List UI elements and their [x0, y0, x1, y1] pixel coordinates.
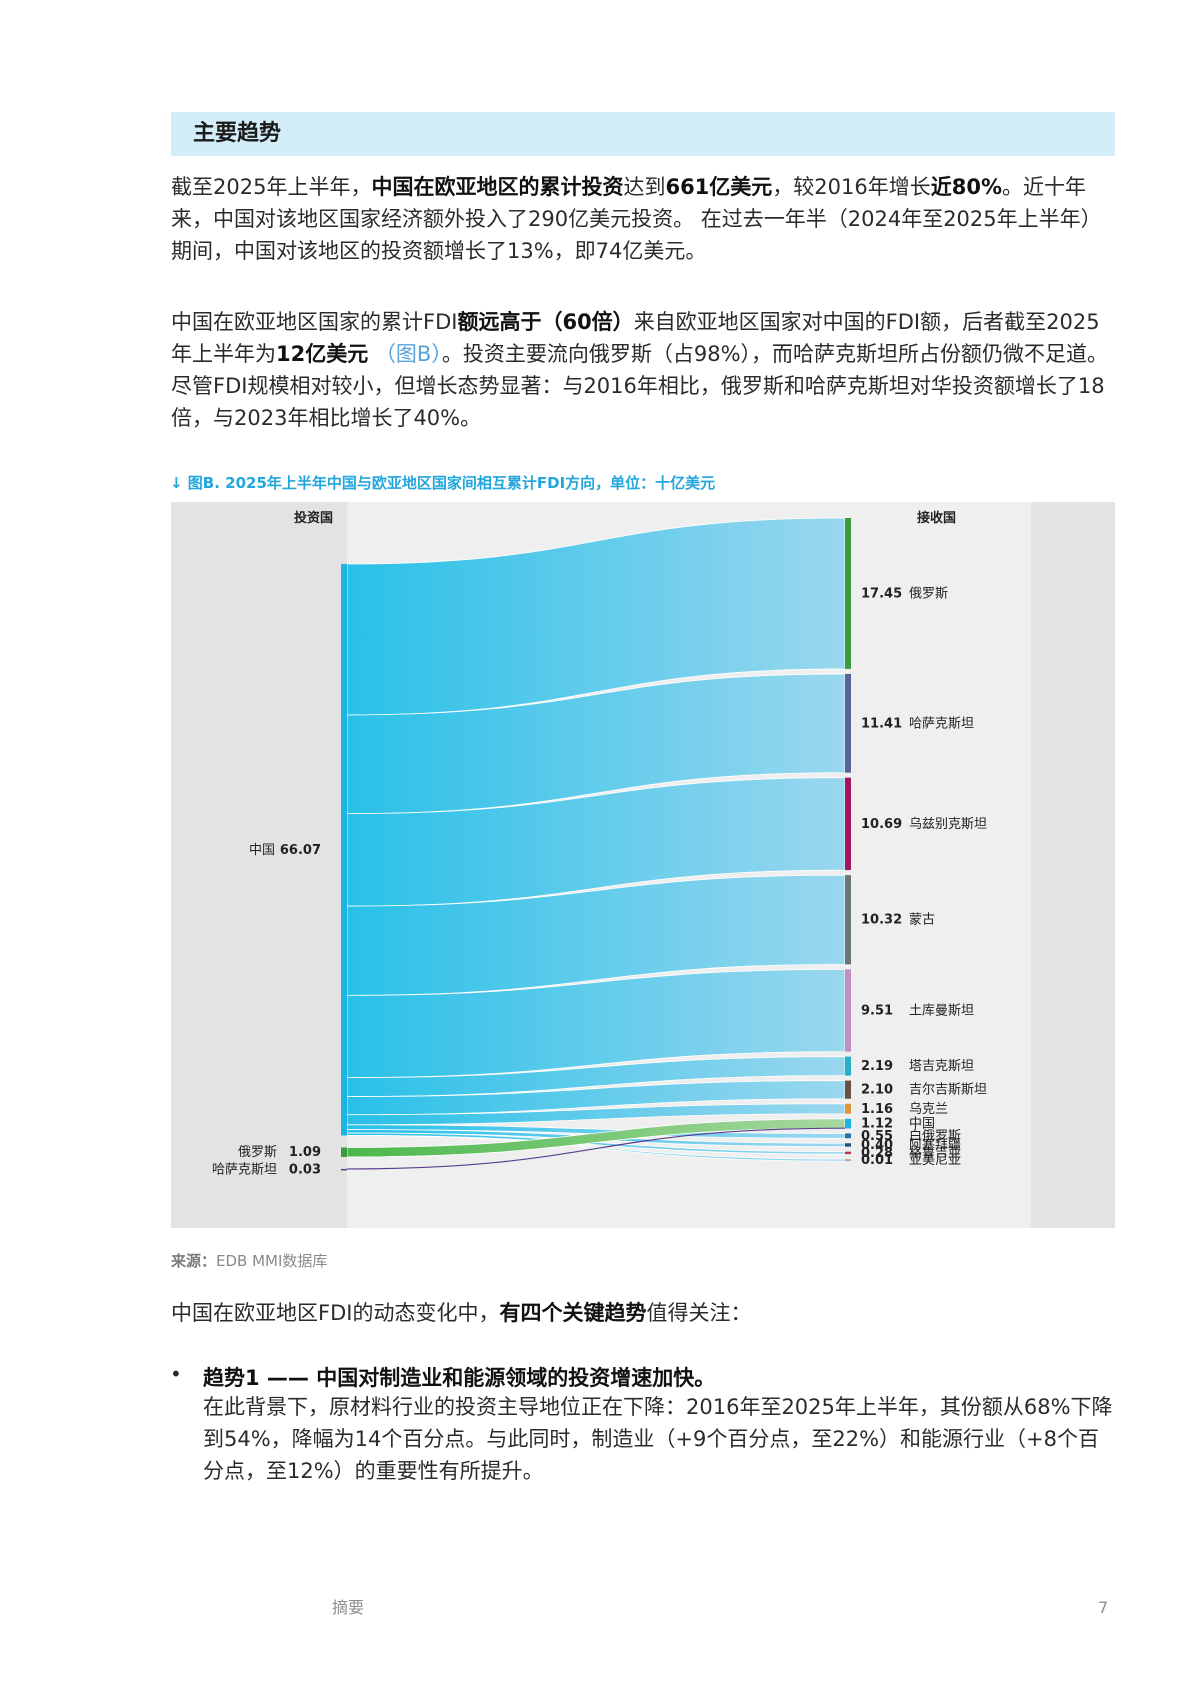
sankey-chart: 投资国 接收国 17.45 俄罗斯 11.41 哈萨克斯坦 10.69 乌兹别克斯坦 10.…	[171, 502, 1115, 1228]
target-name-label: 中国	[909, 1117, 935, 1132]
target-value-label: 9.51	[861, 1004, 893, 1019]
footer-label: 摘要	[332, 1598, 365, 1617]
source-node-bar	[341, 564, 347, 1136]
target-node-bar	[845, 1118, 851, 1129]
source-value-label: 1.09	[289, 1145, 321, 1160]
target-name-label: 白俄罗斯	[909, 1128, 961, 1144]
p3-text-c: 值得关注：	[646, 1301, 752, 1325]
target-node-bar	[845, 969, 851, 1052]
left-panel	[171, 502, 347, 1228]
figure-title: ↓ 图B. 2025年上半年中国与欧亚地区国家间相互累计FDI方向，单位：十亿美…	[170, 474, 716, 492]
target-value-label: 0.55	[861, 1129, 893, 1144]
figure-b-link[interactable]: （图B）	[374, 342, 442, 366]
p1-bold-d: 661亿美元	[665, 175, 773, 199]
target-node-bar	[845, 1133, 851, 1139]
flow-kazakhstan-to-china	[346, 1127, 846, 1170]
source-name-label: 俄罗斯	[238, 1145, 277, 1160]
target-value-label: 0.28	[861, 1146, 893, 1161]
target-node-bar	[845, 1056, 851, 1076]
trend-1-title: 趋势1 —— 中国对制造业和能源领域的投资增速加快。	[203, 1366, 716, 1390]
p2-text-a: 中国在欧亚地区国家的累计FDI	[171, 310, 458, 334]
p2-bold-b: 额远高于（60倍）	[457, 310, 634, 334]
p1-text-a: 截至2025年上半年，	[171, 175, 372, 199]
source-name-label: 哈萨克斯坦	[212, 1163, 277, 1178]
source-value-label: 66.07	[280, 843, 321, 858]
target-name-label: 俄罗斯	[909, 586, 948, 601]
target-name-label: 蒙古	[909, 913, 935, 928]
paragraph-2: 中国在欧亚地区国家的累计FDI额远高于（60倍）来自欧亚地区国家对中国的FDI额…	[171, 306, 1117, 434]
target-name-label: 阿塞拜疆	[909, 1137, 961, 1153]
paragraph-1: 截至2025年上半年，中国在欧亚地区的累计投资达到661亿美元，较2016年增长…	[171, 171, 1117, 267]
sankey-nodes	[341, 518, 851, 1171]
page-number: 7	[1098, 1598, 1109, 1617]
flow-link	[346, 1132, 846, 1155]
target-value-label: 0.40	[861, 1138, 893, 1153]
target-name-label: 哈萨克斯坦	[909, 716, 974, 731]
p2-text-c: 来自欧亚地区国家对中国的FDI额，后者截至2025年上半年为	[171, 310, 1100, 366]
target-node-bar	[845, 518, 851, 669]
trend-1-body: 在此背景下，原材料行业的投资主导地位正在下降：2016年至2025年上半年，其份…	[203, 1395, 1113, 1483]
flow-link	[346, 1056, 846, 1097]
target-value-label: 17.45	[861, 586, 902, 601]
bullet-dot: •	[170, 1362, 182, 1386]
target-name-label: 亚美尼亚	[909, 1153, 961, 1168]
target-node-bar	[845, 1080, 851, 1099]
source-node-bar	[341, 1147, 347, 1157]
p1-bold-f: 近80%	[930, 175, 1003, 199]
p2-bold-d: 12亿美元	[276, 342, 369, 366]
target-value-label: 2.10	[861, 1083, 893, 1098]
target-name-label: 塔吉克斯坦	[909, 1059, 974, 1074]
target-name-label: 格鲁吉亚	[909, 1145, 961, 1161]
p1-text-e: ，较2016年增长	[772, 175, 931, 199]
flow-link	[346, 777, 846, 907]
source-node-bar	[341, 1168, 347, 1171]
target-node-bar	[845, 1151, 851, 1155]
target-value-label: 1.16	[861, 1102, 893, 1117]
paragraph-3: 中国在欧亚地区FDI的动态变化中，有四个关键趋势值得关注：	[171, 1297, 1117, 1329]
flow-link	[346, 968, 846, 1079]
target-node-bar	[845, 1159, 851, 1162]
p3-text-a: 中国在欧亚地区FDI的动态变化中，	[171, 1301, 500, 1325]
target-node-bar	[845, 875, 851, 965]
target-value-label: 0.01	[861, 1153, 893, 1168]
sankey-labels: 17.45 俄罗斯 11.41 哈萨克斯坦 10.69 乌兹别克斯坦 10.32 蒙古 9.51…	[212, 586, 987, 1177]
source-value-label: 0.03	[289, 1163, 321, 1178]
section-heading: 主要趋势	[171, 112, 1115, 156]
target-value-label: 11.41	[861, 716, 902, 731]
target-name-label: 乌克兰	[909, 1101, 948, 1117]
sankey-flows	[346, 517, 846, 1170]
target-value-label: 1.12	[861, 1117, 893, 1132]
source-note: 来源：EDB MMI数据库	[171, 1250, 327, 1271]
p1-text-c: 达到	[623, 175, 666, 199]
right-panel	[1031, 502, 1115, 1228]
target-node-bar	[845, 1143, 851, 1147]
target-value-label: 10.32	[861, 913, 902, 928]
target-node-bar	[845, 1103, 851, 1114]
target-name-label: 吉尔吉斯斯坦	[909, 1083, 987, 1098]
right-header: 接收国	[917, 510, 956, 526]
target-name-label: 土库曼斯坦	[909, 1003, 974, 1019]
target-value-label: 10.69	[861, 817, 902, 832]
source-text: EDB MMI数据库	[216, 1252, 328, 1270]
target-node-bar	[845, 777, 851, 871]
flow-link	[346, 517, 846, 716]
p1-bold-b: 中国在欧亚地区的累计投资	[371, 175, 624, 199]
source-name-label: 中国	[249, 843, 275, 858]
p1-text-g: 。近十年来，中国对该地区国家经济额外投入了290亿美元投资。 在过去一年半（20…	[171, 175, 1102, 263]
p2-text-f: 。投资主要流向俄罗斯（占98%），而哈萨克斯坦所占份额仍微不足道。尽管FDI规模…	[171, 342, 1109, 430]
target-value-label: 2.19	[861, 1059, 893, 1074]
p3-bold-b: 有四个关键趋势	[499, 1301, 647, 1325]
target-node-bar	[845, 673, 851, 773]
source-label: 来源：	[171, 1252, 217, 1270]
left-header: 投资国	[294, 510, 333, 526]
target-name-label: 乌兹别克斯坦	[909, 816, 987, 832]
